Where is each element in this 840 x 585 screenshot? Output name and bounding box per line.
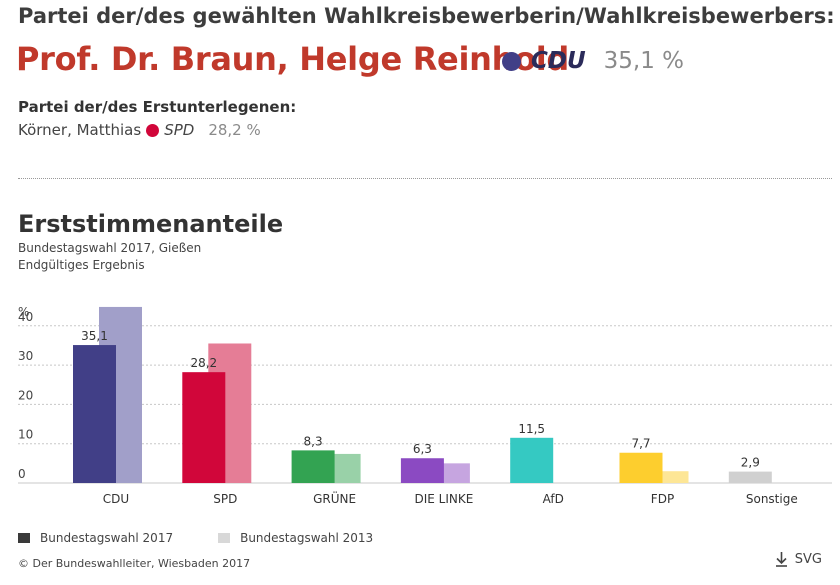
legend-item-2013[interactable]: Bundestagswahl 2013	[218, 531, 373, 545]
runnerup-heading: Partei der/des Erstunterlegenen:	[18, 98, 297, 116]
party-color-dot	[146, 123, 160, 137]
section-divider	[18, 178, 832, 179]
data-label-2017: 8,3	[304, 434, 323, 448]
bar-2017-GRÜNE	[291, 450, 335, 483]
runnerup-party: SPD	[164, 121, 195, 139]
legend-swatch	[218, 533, 231, 543]
chart-subtitle: Bundestagswahl 2017, Gießen	[18, 241, 202, 255]
x-tick-label: Sonstige	[746, 492, 798, 506]
x-tick-label: GRÜNE	[313, 490, 356, 506]
x-tick-label: CDU	[103, 492, 129, 506]
y-tick-label: 40	[18, 310, 33, 324]
chart-subtitle-status: Endgültiges Ergebnis	[18, 258, 145, 272]
runnerup-name: Körner, Matthias	[18, 121, 142, 139]
svg-download-label: SVG	[794, 551, 822, 567]
data-label-2017: 28,2	[190, 356, 217, 370]
party-color-dot	[502, 51, 521, 71]
bar-2017-FDP	[619, 452, 663, 483]
chart-title: Erststimmenanteile	[18, 210, 284, 238]
winner-party-heading: Partei der/des gewählten Wahlkreisbewerb…	[18, 4, 835, 28]
bar-2017-AfD	[510, 437, 554, 483]
legend-item-2017[interactable]: Bundestagswahl 2017	[18, 531, 173, 545]
legend-label: Bundestagswahl 2017	[40, 531, 174, 545]
x-tick-label: AfD	[543, 492, 564, 506]
y-tick-label: 30	[18, 349, 33, 363]
y-axis-unit: %	[18, 305, 29, 319]
data-label-2017: 35,1	[81, 329, 108, 343]
chart-legend: Bundestagswahl 2017 Bundestagswahl 2013	[18, 531, 373, 545]
x-tick-label: SPD	[213, 492, 237, 506]
runnerup-percentage: 28,2 %	[208, 121, 261, 139]
winner-percentage: 35,1 %	[603, 48, 685, 74]
runnerup-info: Körner, Matthias SPD 28,2 %	[18, 121, 261, 139]
download-arrow-icon	[775, 552, 787, 567]
bar-2017-DIE LINKE	[400, 458, 444, 483]
y-tick-label: 10	[18, 428, 33, 442]
source-credit: © Der Bundeswahlleiter, Wiesbaden 2017	[18, 557, 251, 570]
winner-party-info: CDU 35,1 %	[502, 48, 684, 74]
legend-swatch	[18, 533, 30, 543]
data-label-2017: 11,5	[518, 422, 545, 436]
bar-2017-SPD	[182, 372, 226, 483]
data-label-2017: 6,3	[413, 442, 432, 456]
data-label-2017: 7,7	[631, 437, 650, 451]
winner-party: CDU	[531, 48, 586, 74]
winner-name: Prof. Dr. Braun, Helge Reinhold	[16, 40, 570, 78]
y-tick-label: 0	[18, 467, 26, 481]
svg-download-link[interactable]: SVG	[775, 551, 822, 567]
bar-2013-FDP	[645, 471, 689, 483]
y-tick-label: 20	[18, 388, 33, 402]
x-tick-label: DIE LINKE	[414, 492, 473, 506]
legend-label: Bundestagswahl 2013	[240, 531, 374, 545]
data-label-2017: 2,9	[741, 456, 760, 470]
bar-2017-CDU	[73, 345, 116, 483]
bar-2017-Sonstige	[728, 471, 772, 483]
x-tick-label: FDP	[651, 492, 674, 506]
